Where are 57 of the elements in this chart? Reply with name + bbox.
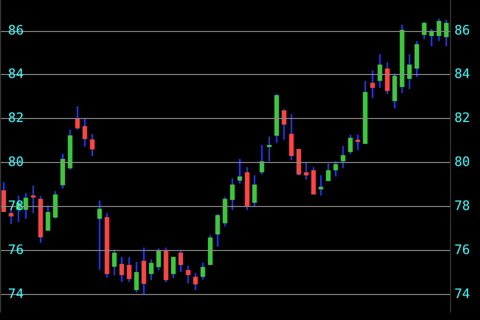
y-tick-label: 86 (8, 23, 24, 38)
y-tick-label: 74 (8, 286, 24, 302)
y-tick-label: 80 (8, 155, 24, 170)
candlestick (119, 256, 124, 283)
candlestick (178, 250, 184, 273)
y2-tick-label: 80 (454, 155, 470, 170)
candlestick (326, 162, 331, 182)
candlestick (148, 258, 154, 281)
y2-tick-label: 74 (454, 286, 470, 302)
candlestick (215, 213, 220, 248)
candlestick (340, 145, 346, 170)
candlestick (370, 70, 375, 99)
candlestick (200, 262, 206, 280)
candlestick (289, 114, 294, 161)
candlestick (112, 248, 117, 276)
y2-tick-label: 76 (454, 242, 470, 258)
candlestick (53, 190, 58, 220)
candlestick (186, 264, 190, 284)
y2-tick-label: 78 (454, 199, 470, 214)
candlestick (46, 204, 50, 232)
candlestick (24, 192, 28, 220)
candlestick (134, 261, 139, 293)
candlestick (304, 161, 308, 180)
y-tick-label: 82 (8, 111, 24, 126)
candlestick (436, 18, 442, 42)
candlestick (30, 184, 36, 214)
candlestick (237, 158, 242, 184)
candlestick (266, 136, 272, 162)
y2-tick-label: 84 (454, 67, 470, 82)
y2-tick-label: 86 (454, 23, 470, 38)
y-tick-label: 76 (8, 242, 24, 258)
candlestick (318, 174, 324, 196)
candlestick (193, 272, 198, 291)
candlestick (230, 178, 235, 211)
candlestick (142, 246, 146, 296)
candlestick (1, 182, 6, 213)
y2-tick-label: 82 (454, 111, 470, 126)
y-tick-label: 78 (8, 199, 24, 214)
candlestick (75, 106, 80, 130)
candlestick (407, 54, 412, 90)
y-tick-label: 84 (8, 67, 24, 82)
candlestick (444, 19, 449, 47)
candlestick (333, 160, 338, 178)
candlestick (171, 256, 176, 279)
candlestick (260, 144, 264, 176)
candlestick (252, 174, 257, 208)
candlestick (385, 62, 390, 95)
candlestick (356, 134, 360, 151)
candlestick (422, 21, 426, 40)
candlestick (282, 108, 286, 140)
candlestick (97, 200, 102, 271)
candlestick (348, 134, 353, 155)
candlestick (126, 256, 132, 283)
candlestick (82, 118, 88, 148)
candlestick (156, 248, 161, 272)
candlestick (378, 54, 382, 89)
candlestick (90, 133, 94, 157)
